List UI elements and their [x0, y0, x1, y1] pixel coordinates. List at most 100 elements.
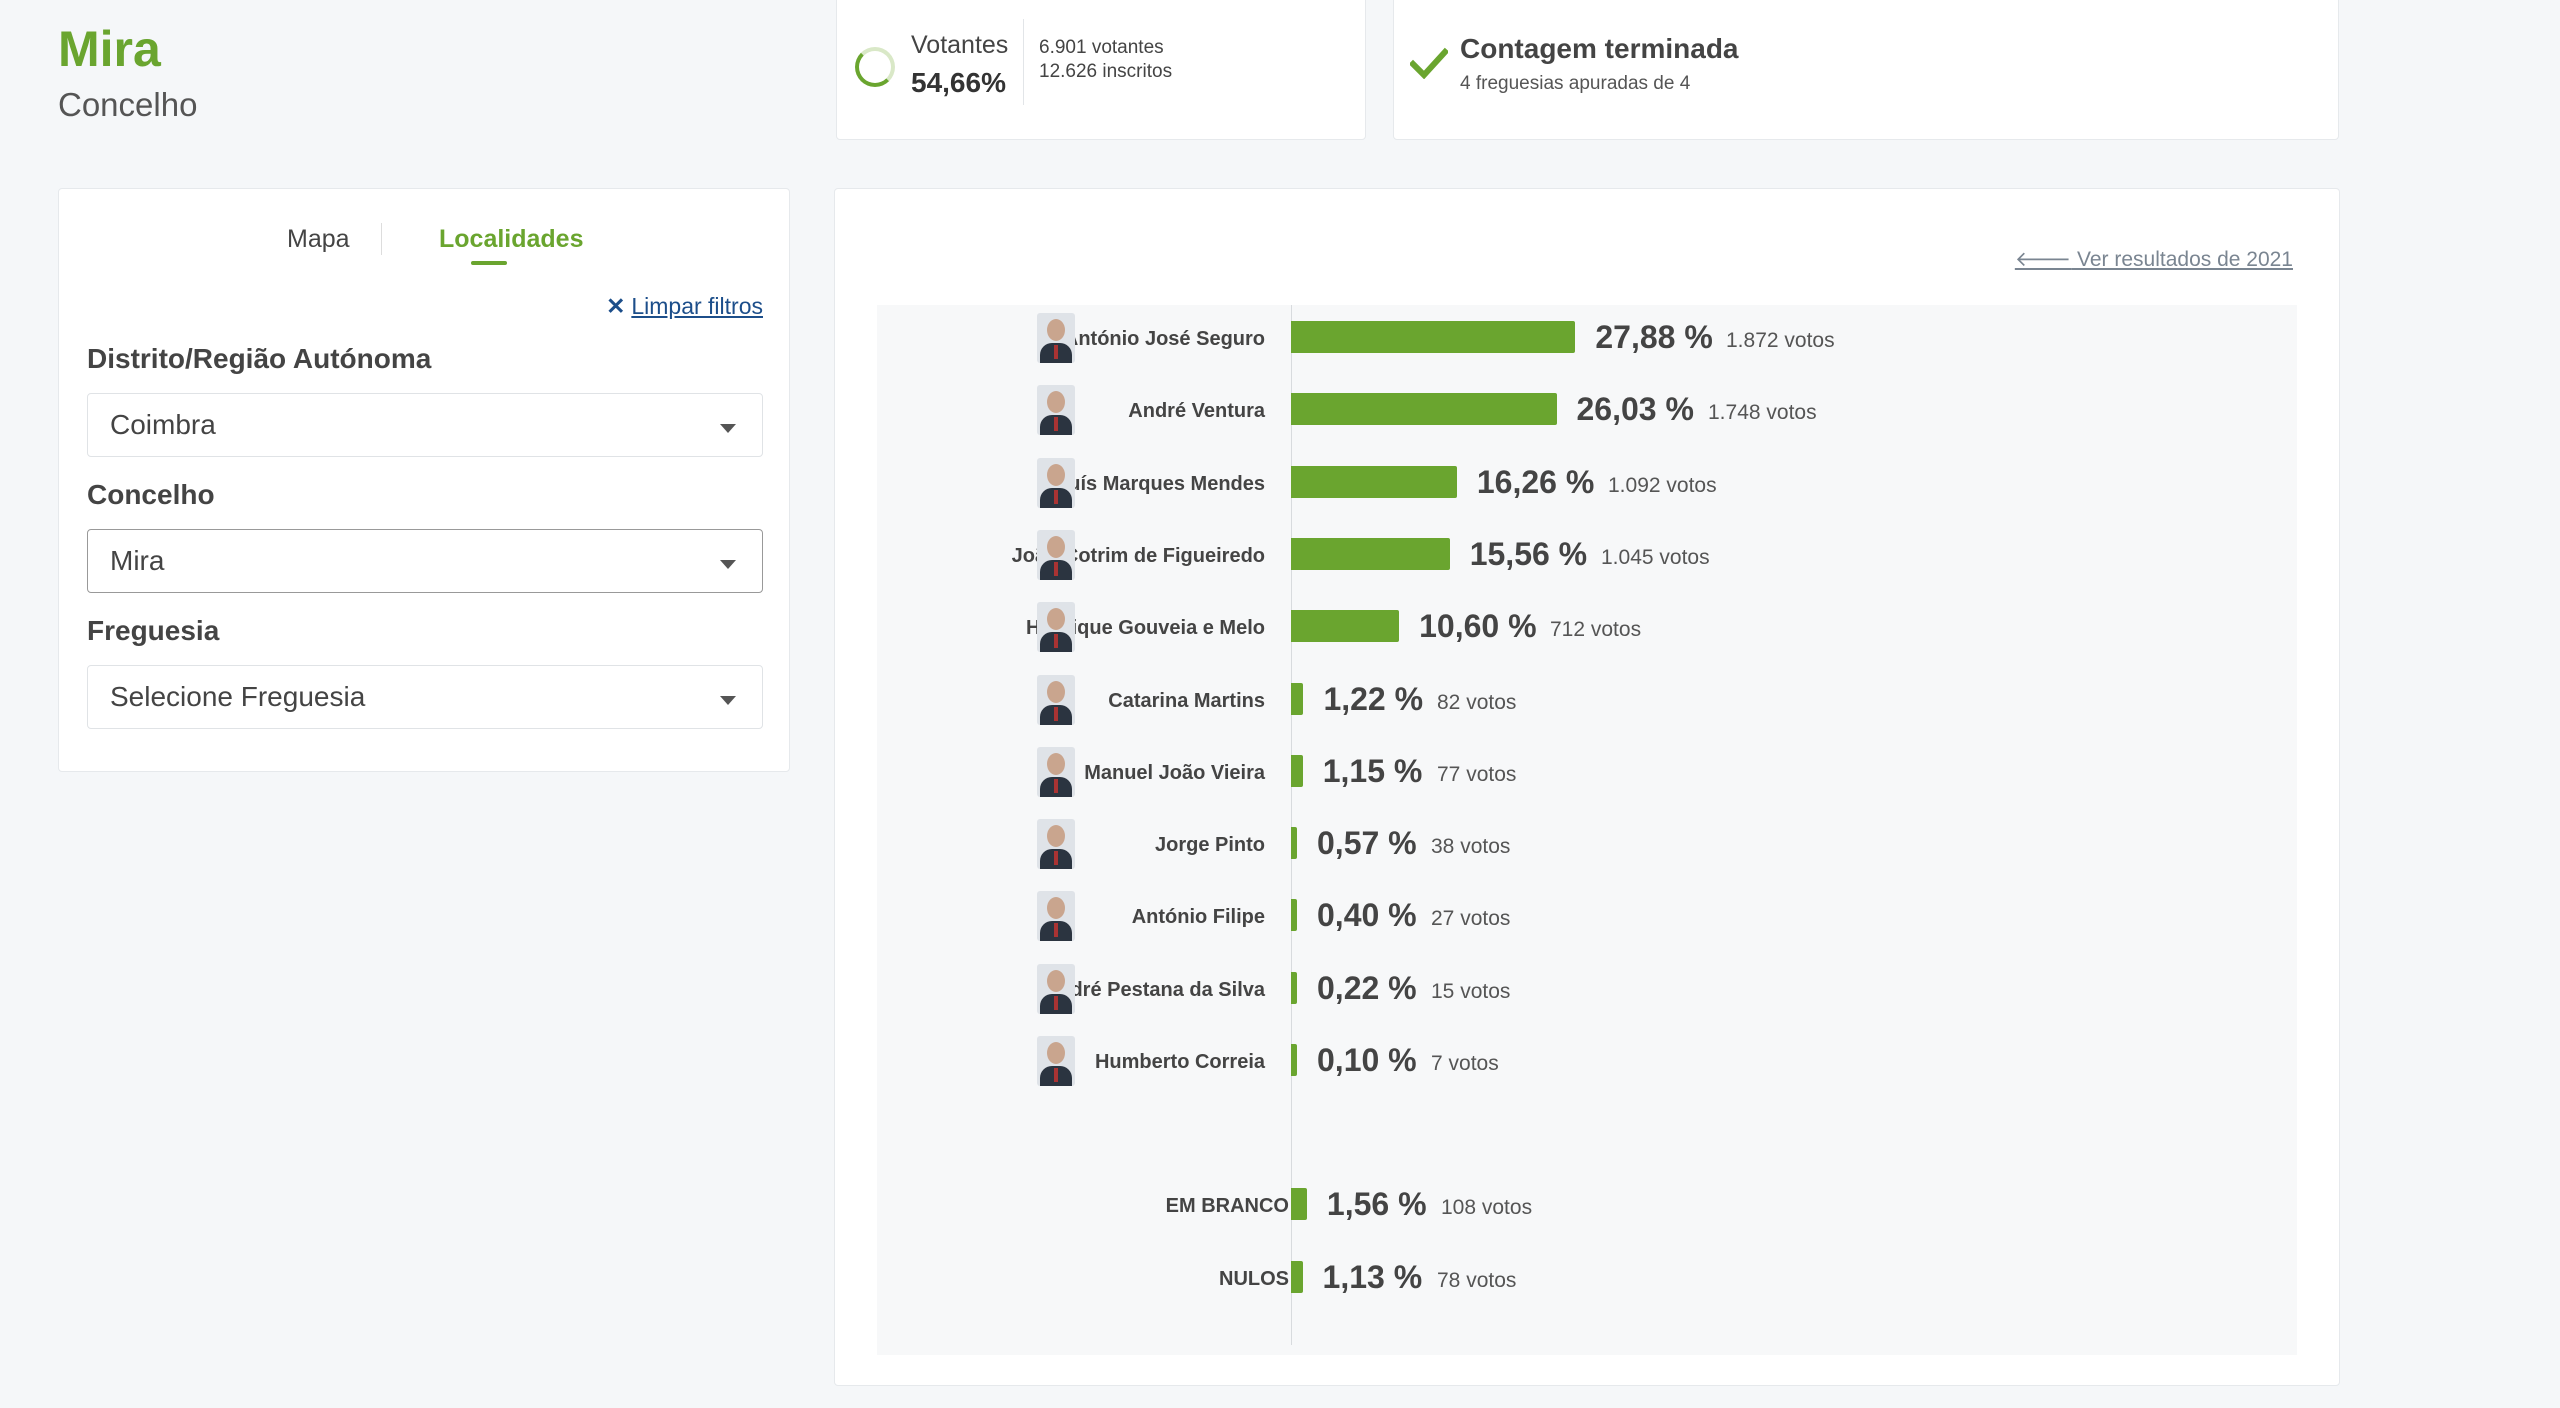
location-title: Mira: [58, 21, 161, 77]
chart-row: João Cotrim de Figueiredo 15,56 % 1.045 vo…: [877, 528, 2297, 588]
arrow-left-icon: 🡐: [2014, 248, 2072, 271]
candidate-name: Catarina Martins: [1108, 689, 1265, 712]
previous-results-label: Ver resultados de 2021: [2077, 248, 2293, 271]
turnout-ring-icon: [855, 47, 895, 87]
chart-row: Jorge Pinto 0,57 % 38 votos: [877, 817, 2297, 877]
chart-axis: [1291, 305, 1292, 1345]
results-panel: 🡐 Ver resultados de 2021 António José Se…: [834, 188, 2340, 1386]
filters-panel: Mapa Localidades ✕ Limpar filtros Distrit…: [58, 188, 790, 772]
result-bar: [1291, 610, 1400, 643]
result-votes: 27 votos: [1431, 907, 1511, 931]
count-status-subtitle: 4 freguesias apuradas de 4: [1460, 73, 1691, 94]
result-votes: 108 votos: [1441, 1196, 1533, 1220]
parish-select[interactable]: Selecione Freguesia: [87, 665, 763, 729]
chart-row: EM BRANCO 1,56 % 108 votos: [877, 1178, 2297, 1238]
check-icon: [1410, 47, 1448, 79]
chart-row: André Ventura 26,03 % 1.748 votos: [877, 383, 2297, 443]
close-icon: ✕: [606, 293, 626, 319]
district-label: Distrito/Região Autónoma: [87, 343, 432, 374]
result-percentage: 26,03 %: [1576, 391, 1694, 428]
chevron-down-icon: [720, 560, 736, 569]
tab-mapa[interactable]: Mapa: [287, 225, 350, 253]
candidate-avatar: [1037, 313, 1075, 363]
candidate-name: NULOS: [1219, 1267, 1289, 1290]
location-type: Concelho: [58, 86, 198, 123]
candidate-name: André Pestana da Silva: [1043, 978, 1265, 1001]
district-select[interactable]: Coimbra: [87, 393, 763, 457]
results-chart: António José Seguro 27,88 % 1.872 votos And…: [877, 305, 2297, 1355]
voters-count: 6.901 votantes: [1039, 37, 1164, 58]
chart-row: Catarina Martins 1,22 % 82 votos: [877, 673, 2297, 733]
result-votes: 78 votos: [1437, 1268, 1517, 1292]
result-bar: [1291, 321, 1576, 353]
chart-row: Luís Marques Mendes 16,26 % 1.092 votos: [877, 456, 2297, 516]
municipality-select[interactable]: Mira: [87, 529, 763, 593]
count-status-title: Contagem terminada: [1460, 33, 1739, 64]
result-percentage: 16,26 %: [1476, 463, 1595, 500]
candidate-avatar: [1037, 385, 1075, 436]
result-bar: [1291, 682, 1304, 715]
result-votes: 1.092 votos: [1608, 473, 1717, 497]
result-votes: 712 votos: [1550, 618, 1642, 642]
candidate-name: Luís Marques Mendes: [1056, 472, 1265, 495]
result-percentage: 1,15 %: [1322, 752, 1423, 789]
result-bar: [1291, 393, 1557, 426]
chart-row: NULOS 1,13 % 78 votos: [877, 1251, 2297, 1311]
candidate-name: Manuel João Vieira: [1084, 761, 1265, 784]
chart-row: André Pestana da Silva 0,22 % 15 votos: [877, 962, 2297, 1022]
result-bar: [1291, 971, 1297, 1004]
chart-row: Manuel João Vieira 1,15 % 77 votos: [877, 745, 2297, 805]
candidate-avatar: [1037, 746, 1075, 797]
result-votes: 38 votos: [1431, 835, 1511, 859]
result-bar: [1291, 1188, 1307, 1221]
candidate-avatar: [1037, 529, 1075, 580]
result-bar: [1291, 1044, 1297, 1076]
result-votes: 7 votos: [1431, 1052, 1499, 1075]
candidate-avatar: [1037, 674, 1075, 725]
result-percentage: 15,56 %: [1469, 535, 1588, 572]
voters-label: Votantes: [911, 31, 1009, 59]
candidate-name: António Filipe: [1131, 906, 1265, 929]
result-bar: [1291, 899, 1297, 932]
candidate-name: André Ventura: [1128, 400, 1265, 423]
municipality-value: Mira: [110, 545, 165, 576]
result-percentage: 0,40 %: [1317, 897, 1417, 934]
turnout-percentage: 54,66%: [911, 67, 1006, 98]
tab-localidades[interactable]: Localidades: [439, 225, 584, 253]
result-bar: [1291, 754, 1303, 787]
candidate-name: EM BRANCO: [1165, 1195, 1289, 1218]
parish-value: Selecione Freguesia: [110, 681, 366, 712]
result-bar: [1291, 1260, 1303, 1293]
result-votes: 1.748 votos: [1708, 401, 1817, 425]
result-percentage: 1,13 %: [1322, 1258, 1423, 1295]
chart-row: António José Seguro 27,88 % 1.872 votos: [877, 311, 2297, 371]
result-percentage: 0,22 %: [1317, 969, 1417, 1006]
municipality-label: Concelho: [87, 479, 215, 510]
result-percentage: 0,57 %: [1317, 825, 1417, 862]
candidate-avatar: [1037, 1036, 1075, 1086]
previous-results-link[interactable]: 🡐 Ver resultados de 2021: [2015, 247, 2293, 272]
voters-divider: [1023, 19, 1024, 105]
candidate-name: Jorge Pinto: [1154, 834, 1265, 857]
active-tab-indicator: [471, 261, 507, 265]
clear-filters-link[interactable]: ✕ Limpar filtros: [606, 293, 763, 320]
candidate-name: António José Seguro: [1063, 328, 1265, 350]
result-percentage: 1,56 %: [1326, 1186, 1427, 1223]
candidate-name: Humberto Correia: [1094, 1051, 1265, 1073]
result-votes: 1.872 votos: [1726, 329, 1835, 352]
result-percentage: 0,10 %: [1317, 1042, 1417, 1078]
clear-filters-label: Limpar filtros: [631, 293, 763, 319]
candidate-name: Henrique Gouveia e Melo: [1026, 617, 1265, 640]
candidate-avatar: [1037, 819, 1075, 870]
chart-row: António Filipe 0,40 % 27 votos: [877, 889, 2297, 949]
result-bar: [1291, 465, 1457, 498]
result-bar: [1291, 827, 1297, 860]
result-votes: 1.045 votos: [1601, 545, 1710, 569]
registered-count: 12.626 inscritos: [1039, 61, 1173, 82]
chart-row: Henrique Gouveia e Melo 10,60 % 712 votos: [877, 600, 2297, 660]
result-votes: 77 votos: [1437, 762, 1517, 786]
result-percentage: 27,88 %: [1595, 319, 1713, 355]
result-bar: [1291, 537, 1450, 570]
count-status-card: Contagem terminada 4 freguesias apuradas…: [1393, 0, 2339, 140]
